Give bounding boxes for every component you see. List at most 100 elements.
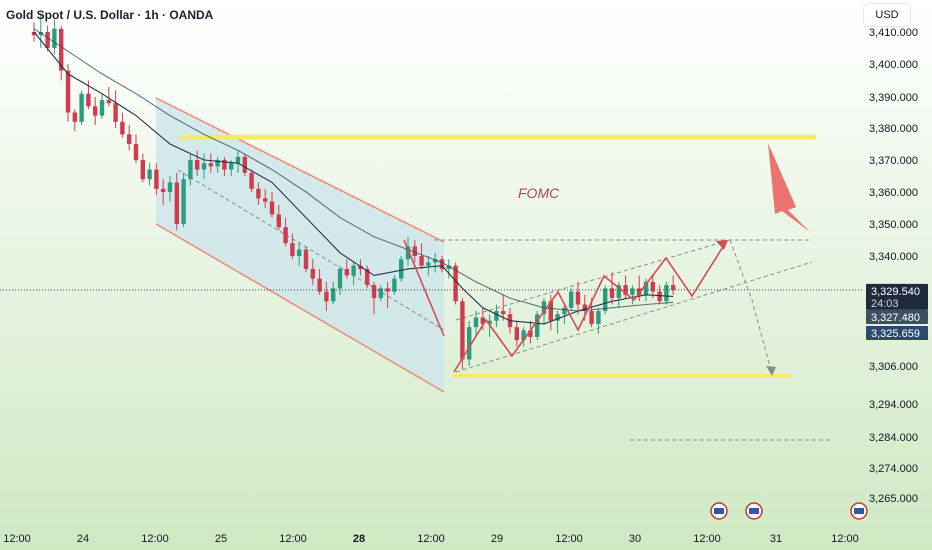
candle-body [317,278,322,292]
candle [297,243,302,266]
candle [337,265,343,295]
ascending-channel-upper [455,239,731,321]
candle [331,281,336,305]
currency-button[interactable]: USD [864,4,910,26]
candle-body [582,304,587,311]
candle-body [623,285,628,295]
candle-body [72,112,77,122]
candle-body [331,288,336,302]
candle-body [603,288,608,311]
candle-body [249,172,254,189]
y-tick-label: 3,400.000 [869,59,918,71]
candle-body [269,201,275,215]
candle-body [657,291,662,302]
candle-body [195,160,200,170]
price-tag-bg [866,283,928,310]
price-tag-label: 3,327.480 [871,312,920,324]
candle-body [419,256,424,266]
candle-body [229,163,234,170]
candle [371,281,377,315]
candle [113,90,118,128]
candle [419,243,424,269]
candle-body [215,160,220,167]
candle-body [276,214,281,228]
candle [569,288,574,311]
price-tag-ma1: 3,327.480 [866,310,928,324]
candle-body [113,103,118,122]
candle-body [59,28,64,71]
candle [433,252,438,273]
candle [392,275,397,295]
candle [195,150,200,176]
ma-slow-line [33,28,674,312]
y-tick-label: 3,265.000 [869,493,918,505]
candle [467,320,472,366]
candle-body [521,330,526,341]
y-tick-label: 3,370.000 [869,155,918,167]
ascending-channel-lower [455,261,813,373]
forecast-path-arrowhead [716,240,728,250]
x-tick-label: 29 [491,533,503,545]
candle-body [344,268,349,276]
candle-body [140,160,145,180]
x-tick-label: 25 [215,533,227,545]
candle [269,192,275,218]
candle [106,87,111,107]
candle-body [514,327,519,341]
candle-body [412,246,417,256]
candle [290,233,295,260]
candle-body [569,291,574,308]
candle [140,153,145,183]
candle-body [65,70,71,113]
candle [446,259,451,279]
x-tick-label: 12:00 [3,533,31,545]
price-tag-bg [866,310,928,324]
candle [235,150,241,173]
candle [555,311,560,334]
candle-body [297,249,302,256]
candle [324,281,329,311]
candle-body [371,285,377,299]
candle [426,256,431,276]
candle-body [45,32,50,48]
candle [399,256,404,282]
candle-body [616,285,621,299]
forecast-path-drop [403,239,445,337]
price-tag-label: 3,325.659 [871,328,920,340]
candle-body [154,169,159,189]
y-tick-label: 3,390.000 [869,92,918,104]
price-tag-ma2: 3,325.659 [866,326,928,340]
channel-mid-dashed [177,169,445,331]
candle [365,265,370,289]
candle-body [671,285,676,290]
candles-layer [31,12,676,370]
candle [344,259,349,279]
candle [147,163,152,186]
candle [59,25,64,81]
candle-body [487,320,492,324]
fomc-annotation: FOMC [518,185,560,201]
candle [174,172,179,231]
candle-body [167,182,173,192]
y-tick-label: 3,340.000 [869,251,918,263]
candle-body [575,291,581,305]
candle-body [630,288,635,295]
candle-body [528,330,533,337]
x-tick-label: 28 [353,533,365,545]
candle [643,278,649,302]
candle [351,262,356,286]
axes-layer: 3,410.000 3,400.000 3,390.000 3,380.000 3,37… [3,27,928,545]
ma-fast-line [33,31,674,325]
candle [609,272,615,305]
candle [494,304,499,328]
candle-body [399,259,404,279]
event-icon-flag [714,508,724,514]
candle-body [283,227,288,244]
overlay-layer: FOMC [0,143,868,520]
candle-body [433,259,438,263]
candle-body [133,144,139,160]
resistance-level [180,134,816,140]
